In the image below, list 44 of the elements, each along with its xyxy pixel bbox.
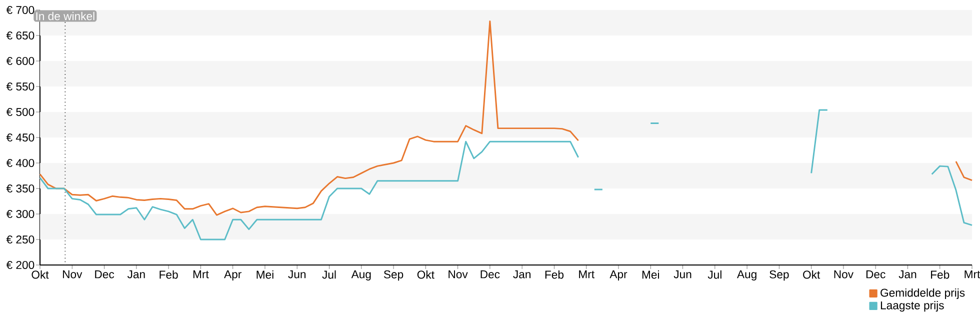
x-tick-label: Dec [866, 270, 886, 278]
x-tick-label: Mrt [193, 270, 209, 278]
y-tick-label: € 500 [6, 108, 34, 116]
y-tick-label: € 700 [6, 6, 34, 14]
x-tick-label: Mei [642, 270, 659, 279]
x-tick-label: Dec [480, 270, 500, 278]
x-tick-label: Apr [610, 270, 628, 281]
y-tick-label: € 400 [6, 159, 34, 168]
x-tick-label: Nov [448, 270, 468, 278]
x-tick-label: Jan [513, 270, 530, 278]
y-tick-label: € 200 [6, 260, 34, 270]
x-tick-label: Nov [62, 270, 82, 278]
x-tick-label: Dec [95, 270, 114, 278]
y-tick-label: € 550 [6, 82, 34, 91]
x-tick-label: Jun [674, 270, 692, 278]
y-tick-label: € 450 [6, 134, 34, 142]
x-tick-label: Jun [288, 270, 306, 278]
x-tick-label: Sep [384, 270, 404, 281]
x-tick-label: Feb [931, 270, 950, 279]
annotation: In de winkel [36, 12, 94, 20]
y-tick-label: € 300 [6, 210, 34, 218]
x-tick-label: Okt [417, 270, 434, 279]
x-tick-label: Aug [736, 270, 756, 281]
x-tick-label: Apr [224, 270, 242, 281]
x-tick-label: Aug [351, 270, 371, 281]
x-tick-label: Jan [127, 270, 145, 278]
x-tick-label: Jul [708, 270, 722, 279]
x-tick-label: Mrt [579, 270, 594, 278]
legend-label: Laagste prijs [880, 301, 944, 312]
x-tick-label: Feb [160, 270, 178, 279]
y-tick-label: € 350 [6, 184, 34, 193]
y-tick-label: € 250 [6, 236, 34, 244]
x-tick-label: Nov [834, 270, 854, 278]
y-tick-label: € 650 [6, 32, 34, 40]
x-tick-label: Mrt [964, 270, 980, 278]
x-tick-label: Sep [770, 270, 789, 281]
x-tick-label: Mei [256, 270, 274, 279]
x-tick-label: Okt [803, 270, 820, 279]
x-tick-label: Jan [898, 270, 916, 278]
x-tick-label: Feb [545, 270, 564, 279]
x-tick-label: Jul [322, 270, 336, 279]
y-tick-label: € 600 [6, 57, 34, 66]
x-tick-label: Okt [32, 270, 49, 279]
legend-label: Gemiddelde prijs [880, 288, 965, 300]
